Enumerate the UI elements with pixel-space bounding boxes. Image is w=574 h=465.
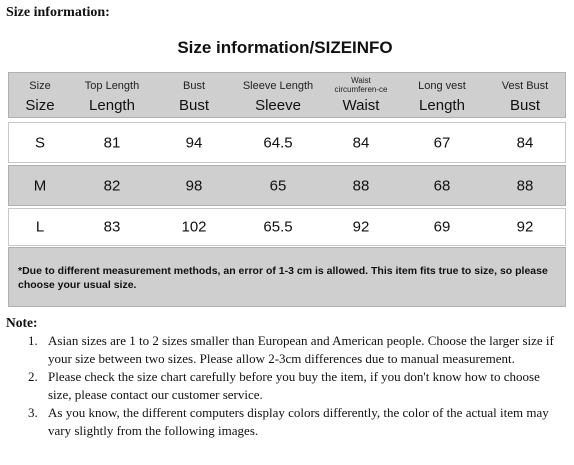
- table-cell: S: [9, 123, 71, 162]
- cell-value: 98: [185, 177, 203, 194]
- cell-value: 65.5: [263, 218, 293, 236]
- header-cell-long-vest: Long vest Length: [401, 73, 483, 117]
- cell-value: 92: [352, 218, 370, 236]
- table-cell: 88: [483, 166, 567, 205]
- header-small-label: Top Length: [84, 80, 140, 92]
- table-cell: 67: [401, 123, 483, 162]
- cell-value: L: [35, 218, 45, 236]
- list-item-text: As you know, the different computers dis…: [48, 405, 549, 438]
- cell-value: 88: [516, 177, 534, 194]
- cell-value: 92: [516, 218, 534, 236]
- table-cell: 83: [71, 209, 153, 245]
- header-small-label: Sleeve Length: [242, 80, 314, 92]
- list-item: 3. As you know, the different computers …: [0, 404, 574, 439]
- cell-value: M: [33, 177, 47, 194]
- list-item-text: Please check the size chart carefully be…: [48, 369, 540, 402]
- cell-value: 82: [103, 177, 121, 194]
- notes-heading: Note:: [6, 315, 38, 330]
- header-cell-vest-bust: Vest Bust Bust: [483, 73, 567, 117]
- cell-value: 67: [433, 134, 451, 151]
- cell-value: 81: [103, 134, 121, 151]
- table-cell: 65: [235, 166, 321, 205]
- table-cell: 94: [153, 123, 235, 162]
- table-cell: 92: [483, 209, 567, 245]
- header-big-label: Bust: [178, 97, 209, 114]
- list-item-number: 3.: [28, 405, 38, 420]
- cell-value: 102: [181, 218, 207, 236]
- table-row-m: M 82 98 65 88 68 88: [8, 165, 566, 206]
- list-item: 1. Asian sizes are 1 to 2 sizes smaller …: [0, 332, 574, 367]
- header-big-label: Size: [25, 97, 55, 114]
- table-cell: 98: [153, 166, 235, 205]
- notes-list: 1. Asian sizes are 1 to 2 sizes smaller …: [0, 332, 574, 440]
- measurement-note: *Due to different measurement methods, a…: [8, 247, 566, 307]
- size-chart-title: Size information/SIZEINFO: [177, 38, 393, 57]
- cell-value: 94: [185, 134, 203, 151]
- header-small-label: Long vest: [418, 80, 466, 92]
- table-cell: 68: [401, 166, 483, 205]
- table-row-s: S 81 94 64.5 84 67 84: [8, 122, 566, 163]
- cell-value: 68: [433, 177, 451, 194]
- cell-value: S: [34, 134, 45, 151]
- size-chart: Size information/SIZEINFO Size Size Top …: [4, 32, 566, 310]
- cell-value: 69: [433, 218, 451, 236]
- page-heading: Size information:: [6, 5, 110, 20]
- table-cell: 102: [153, 209, 235, 245]
- cell-value: 64.5: [263, 134, 293, 151]
- header-cell-top-length: Top Length Length: [71, 73, 153, 117]
- table-cell: L: [9, 209, 71, 245]
- header-cell-bust: Bust Bust: [153, 73, 235, 117]
- header-cell-size: Size Size: [9, 73, 71, 117]
- size-chart-header-row: Size Size Top Length Length Bust Bust Sl…: [8, 72, 566, 118]
- table-cell: 88: [321, 166, 401, 205]
- table-row-l: L 83 102 65.5 92 69 92: [8, 208, 566, 246]
- cell-value: 88: [352, 177, 370, 194]
- table-cell: 84: [321, 123, 401, 162]
- table-cell: 82: [71, 166, 153, 205]
- list-item-number: 1.: [28, 333, 38, 348]
- list-item-number: 2.: [28, 369, 38, 384]
- header-big-label: Length: [89, 97, 135, 114]
- cell-value: 65: [269, 177, 287, 194]
- table-cell: 92: [321, 209, 401, 245]
- header-small-label: Vest Bust: [501, 80, 549, 92]
- cell-value: 84: [352, 134, 370, 151]
- header-small-label: Waist circumferen-ce: [334, 76, 388, 94]
- header-big-label: Sleeve: [255, 97, 301, 114]
- table-cell: 65.5: [235, 209, 321, 245]
- header-big-label: Length: [419, 97, 465, 114]
- cell-value: 84: [516, 134, 534, 151]
- header-big-label: Bust: [509, 97, 540, 114]
- list-item-text: Asian sizes are 1 to 2 sizes smaller tha…: [48, 333, 554, 366]
- header-small-label: Bust: [182, 80, 205, 92]
- table-cell: M: [9, 166, 71, 205]
- header-cell-sleeve-length: Sleeve Length Sleeve: [235, 73, 321, 117]
- table-cell: 69: [401, 209, 483, 245]
- header-big-label: Waist: [342, 97, 380, 114]
- cell-value: 83: [103, 218, 121, 236]
- header-cell-waist: Waist circumferen-ce Waist: [321, 73, 401, 117]
- table-cell: 81: [71, 123, 153, 162]
- list-item: 2. Please check the size chart carefully…: [0, 368, 574, 403]
- header-small-label: Size: [29, 80, 51, 92]
- table-cell: 64.5: [235, 123, 321, 162]
- table-cell: 84: [483, 123, 567, 162]
